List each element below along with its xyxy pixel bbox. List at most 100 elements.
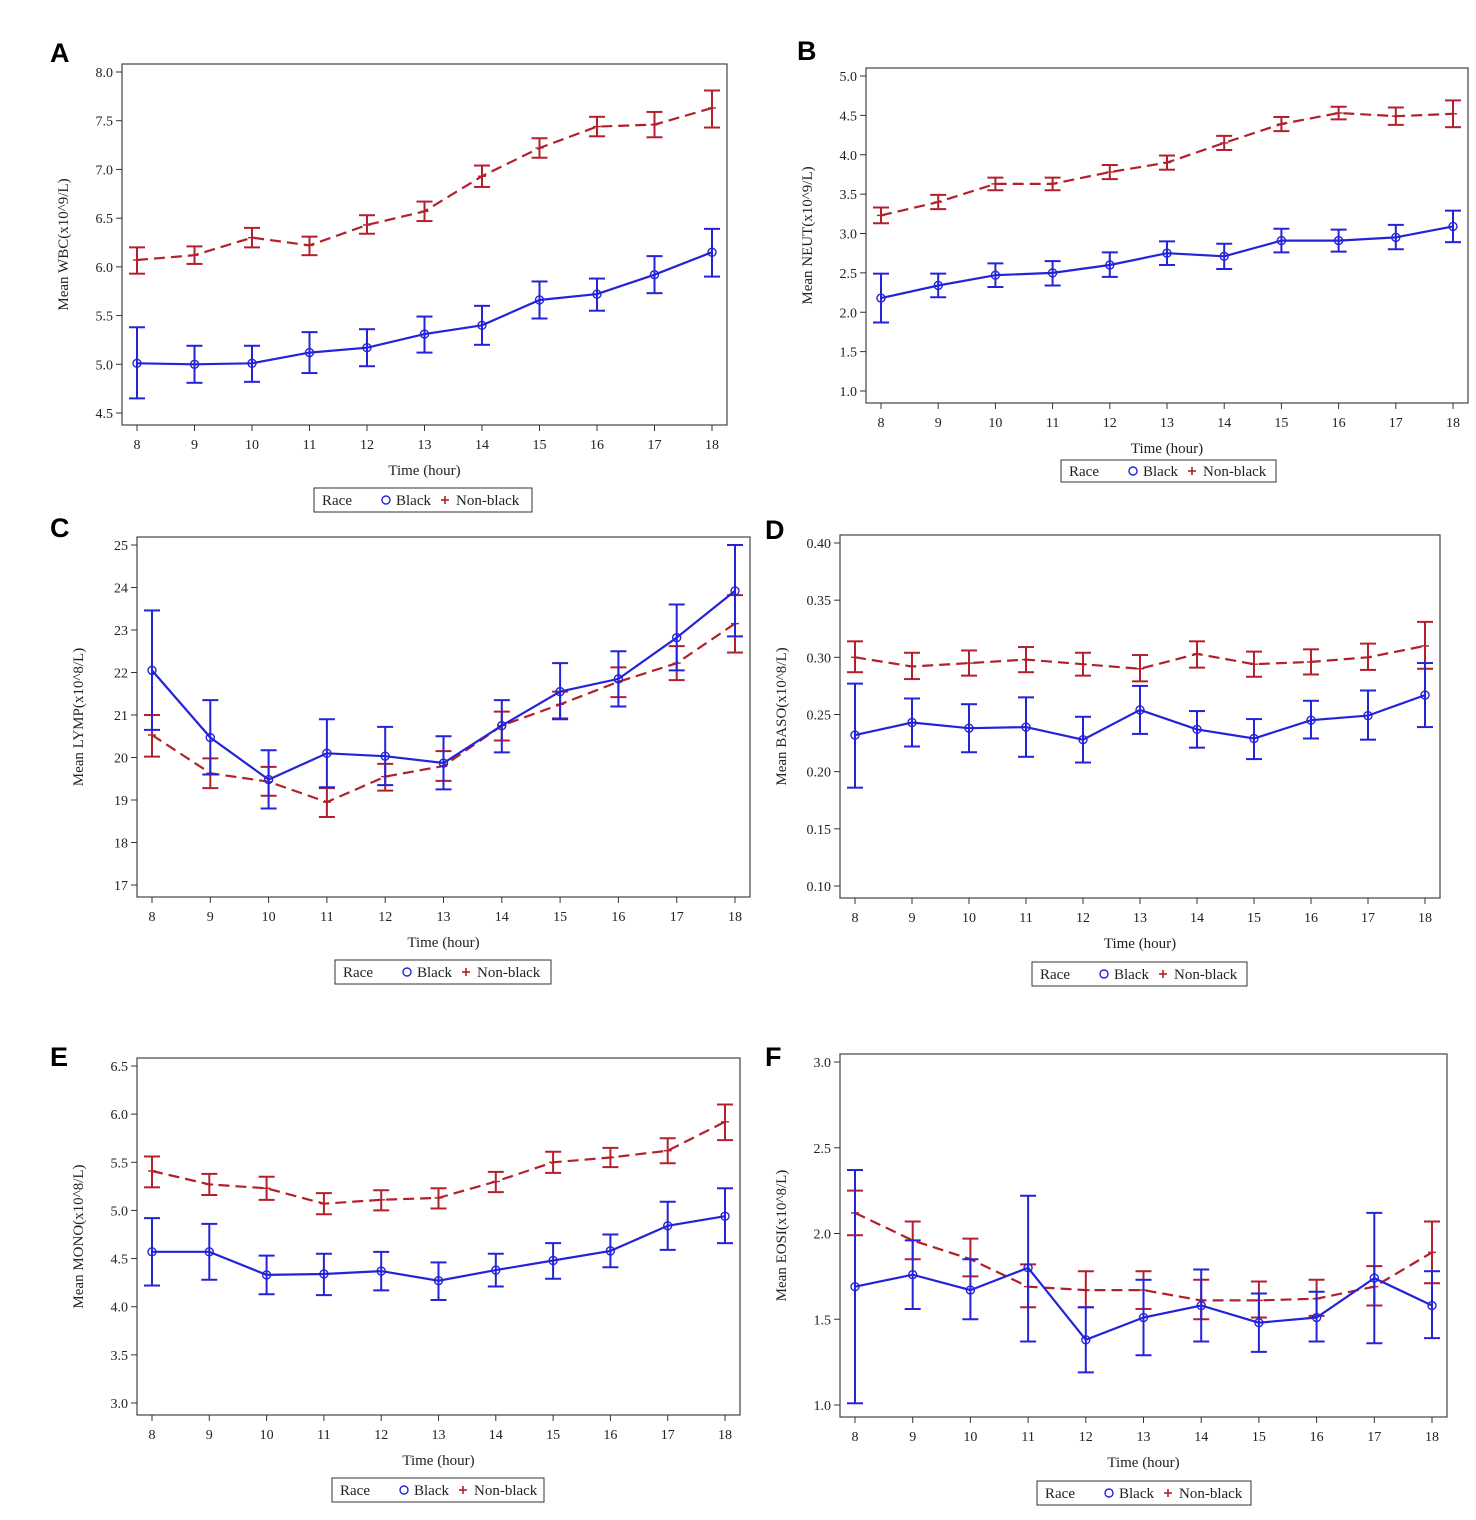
chart-panel-c: C 17 18 19 20 21 22 23 24 25 8 9 10 11 12 13 14 15 16 17 18 T… bbox=[50, 513, 751, 985]
y-axis-title: Mean NEUT(x10^9/L) bbox=[800, 166, 816, 304]
y-tick-label: 5.0 bbox=[111, 1204, 129, 1219]
series-black bbox=[129, 227, 720, 400]
data-point bbox=[433, 1276, 444, 1286]
legend-black-marker bbox=[1128, 466, 1138, 476]
data-point bbox=[721, 1117, 729, 1126]
data-point bbox=[730, 586, 740, 596]
data-point bbox=[205, 1180, 214, 1189]
x-tick-label: 15 bbox=[533, 438, 547, 453]
data-point bbox=[132, 358, 142, 369]
error-bar bbox=[847, 682, 863, 789]
legend-nonblack-label: Non-black bbox=[1174, 967, 1238, 983]
legend-nonblack-label: Non-black bbox=[1203, 464, 1267, 480]
y-tick-label: 2.0 bbox=[814, 1228, 832, 1243]
data-point bbox=[1449, 109, 1457, 118]
x-tick-label: 10 bbox=[988, 416, 1002, 431]
data-point bbox=[990, 270, 1001, 280]
data-point bbox=[933, 280, 943, 291]
legend-title: Race bbox=[322, 493, 352, 509]
panel-letter-e: E bbox=[50, 1042, 68, 1072]
plot-frame bbox=[136, 1057, 741, 1416]
data-point bbox=[247, 358, 257, 369]
series-line-black bbox=[152, 1215, 726, 1282]
y-tick-label: 7.0 bbox=[96, 163, 114, 178]
data-point bbox=[1307, 657, 1315, 666]
x-tick-label: 9 bbox=[909, 911, 916, 926]
data-point bbox=[908, 1269, 918, 1280]
legend-title: Race bbox=[343, 965, 373, 981]
y-axis-title: Mean WBC(x10^9/L) bbox=[56, 178, 72, 310]
data-point bbox=[720, 1211, 730, 1221]
x-tick-label: 8 bbox=[134, 438, 141, 453]
data-point bbox=[1105, 168, 1114, 177]
x-tick-label: 16 bbox=[1332, 416, 1346, 431]
data-point bbox=[1193, 649, 1201, 658]
series-line-black bbox=[880, 225, 1454, 300]
x-tick-label: 9 bbox=[935, 416, 942, 431]
series-non-black bbox=[144, 1103, 733, 1216]
x-tick-label: 10 bbox=[962, 911, 976, 926]
data-point bbox=[965, 659, 973, 668]
y-tick-label: 8.0 bbox=[96, 66, 114, 81]
x-tick-label: 12 bbox=[360, 438, 374, 453]
error-bar bbox=[144, 609, 160, 731]
x-tick-label: 18 bbox=[705, 438, 719, 453]
data-point bbox=[377, 1195, 386, 1204]
data-point bbox=[650, 120, 659, 129]
data-point bbox=[190, 251, 199, 260]
data-point bbox=[964, 723, 974, 733]
data-point bbox=[491, 1177, 500, 1186]
x-tick-label: 13 bbox=[1160, 416, 1174, 431]
y-tick-label: 5.5 bbox=[96, 310, 114, 325]
legend-box bbox=[1060, 459, 1277, 483]
x-tick-label: 12 bbox=[1076, 911, 1090, 926]
data-point bbox=[1047, 268, 1058, 278]
data-point bbox=[907, 717, 917, 728]
data-point bbox=[1048, 179, 1057, 188]
data-point bbox=[1276, 235, 1287, 246]
y-axis-title: Mean BASO(x10^8/L) bbox=[774, 647, 790, 785]
y-tick-label: 4.5 bbox=[840, 109, 858, 124]
chart-panel-b: B 1.0 1.5 2.0 2.5 3.0 3.5 4.0 4.5 5.0 8 9 10 11 12 13 14… bbox=[797, 36, 1469, 483]
y-tick-label: 4.0 bbox=[840, 149, 858, 164]
y-tick-label: 20 bbox=[114, 752, 128, 767]
y-tick-label: 4.5 bbox=[96, 407, 114, 422]
y-tick-label: 4.5 bbox=[111, 1253, 129, 1268]
legend-black-label: Black bbox=[1119, 1486, 1154, 1502]
data-point bbox=[1448, 221, 1458, 232]
y-axis-title: Mean LYMP(x10^8/L) bbox=[71, 648, 87, 786]
legend-black-label: Black bbox=[396, 493, 431, 509]
data-point bbox=[1163, 158, 1171, 167]
data-point bbox=[322, 798, 331, 807]
y-tick-label: 5.0 bbox=[840, 70, 858, 85]
x-tick-label: 9 bbox=[207, 910, 214, 925]
x-tick-label: 8 bbox=[878, 416, 885, 431]
legend-title: Race bbox=[340, 1483, 370, 1499]
y-tick-label: 0.10 bbox=[807, 880, 832, 895]
x-tick-label: 11 bbox=[1019, 911, 1032, 926]
legend: Race Black Non-black bbox=[331, 1477, 545, 1503]
data-point bbox=[204, 1247, 215, 1257]
series-line-black bbox=[151, 590, 736, 781]
x-tick-label: 15 bbox=[1274, 416, 1288, 431]
y-tick-label: 0.25 bbox=[807, 709, 832, 724]
legend-black-label: Black bbox=[417, 965, 452, 981]
series-black bbox=[847, 1169, 1440, 1405]
x-tick-label: 18 bbox=[1418, 911, 1432, 926]
x-tick-label: 8 bbox=[852, 1430, 859, 1445]
x-tick-label: 13 bbox=[432, 1428, 446, 1443]
data-point bbox=[991, 179, 1000, 188]
y-tick-label: 0.20 bbox=[807, 766, 832, 781]
data-point bbox=[1219, 251, 1229, 262]
x-tick-label: 15 bbox=[1247, 911, 1261, 926]
data-point bbox=[322, 748, 332, 758]
x-tick-label: 11 bbox=[1021, 1430, 1034, 1445]
legend-black-marker bbox=[1099, 969, 1109, 979]
x-tick-label: 14 bbox=[1190, 911, 1204, 926]
legend-box bbox=[1031, 961, 1248, 987]
series-black bbox=[847, 662, 1433, 789]
series-non-black bbox=[847, 620, 1433, 683]
x-tick-label: 12 bbox=[1079, 1430, 1093, 1445]
y-tick-label: 6.0 bbox=[96, 261, 114, 276]
data-point bbox=[304, 347, 315, 358]
